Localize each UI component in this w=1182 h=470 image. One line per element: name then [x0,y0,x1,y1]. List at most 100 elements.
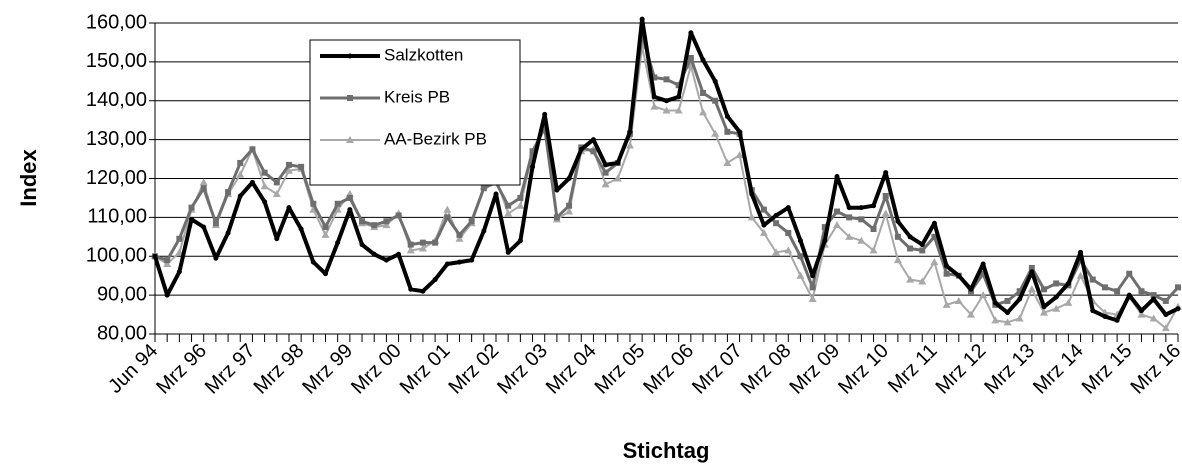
marker [980,270,987,277]
marker [1078,249,1084,255]
x-tick-label: Mrz 16 [1126,340,1182,399]
marker [1003,318,1012,326]
marker [273,179,280,186]
marker [760,206,767,213]
marker [808,295,817,303]
legend-marker [347,95,353,101]
marker [175,248,184,256]
legend-marker [347,53,353,59]
marker [1064,298,1073,306]
marker [566,202,573,209]
marker [347,207,353,213]
marker [944,263,950,269]
marker [1162,297,1169,304]
marker [444,261,450,267]
marker [1004,297,1011,304]
marker [1089,276,1096,283]
y-axis-title: Index [16,149,41,207]
marker [1041,286,1048,293]
marker [284,166,293,174]
marker [650,102,659,110]
marker [662,106,671,114]
x-tick-label: Mrz 97 [201,340,260,399]
marker [516,201,525,209]
marker [481,228,487,234]
marker [603,162,609,168]
y-tick-label: 140,00 [86,89,147,111]
marker [651,94,657,100]
marker [894,233,901,240]
marker [602,169,609,176]
marker [419,239,426,246]
marker [310,259,316,265]
x-tick-label: Mrz 11 [884,340,942,398]
x-tick-label: Mrz 13 [980,340,1039,399]
marker [907,234,913,240]
marker [346,194,353,201]
x-tick-label: Mrz 00 [347,340,406,399]
marker [968,286,974,292]
marker [541,124,548,131]
marker [189,216,195,222]
x-tick-label: Mrz 02 [444,340,503,399]
marker [613,174,622,182]
marker [1126,292,1132,298]
marker [651,74,658,81]
marker [979,291,988,299]
marker [846,214,853,221]
marker [420,288,426,294]
marker [1175,306,1181,312]
marker [881,209,890,217]
marker [1053,294,1059,300]
legend-label: AA-Bezirk PB [384,129,487,148]
marker [566,176,572,181]
marker [480,185,487,192]
marker [1027,285,1036,293]
marker [700,89,707,96]
marker [285,161,292,168]
marker [785,229,792,236]
marker [272,190,281,198]
series-line [154,33,1180,307]
marker [966,310,975,318]
marker [1161,324,1170,332]
marker [298,163,305,170]
marker [335,240,341,246]
marker [504,209,513,217]
marker [1016,288,1023,295]
marker [991,316,1000,324]
marker [213,255,219,261]
marker [919,242,925,248]
marker [578,146,584,152]
marker [225,189,232,196]
marker [664,98,669,104]
marker [822,238,828,244]
marker [870,226,877,233]
x-tick-label: Mrz 96 [152,340,211,399]
marker [529,148,536,155]
marker [530,164,536,170]
marker [674,106,683,114]
marker [249,146,256,153]
x-tick-label: Mrz 07 [688,340,747,399]
marker [906,275,915,283]
marker [930,258,939,266]
marker [261,169,268,176]
x-tick-label: Mrz 99 [298,340,357,399]
marker [895,218,901,224]
x-tick-label: Mrz 08 [737,340,796,399]
marker [590,137,596,143]
legend-label: Kreis PB [384,87,450,106]
marker [554,187,560,193]
marker [176,235,183,242]
marker [371,251,377,257]
y-tick-label: 110,00 [87,206,147,228]
marker [334,200,341,207]
marker [833,221,841,229]
marker [871,203,877,209]
marker [163,260,172,268]
x-tick-label: Mrz 14 [1029,340,1088,399]
marker [1101,284,1108,291]
marker [298,226,304,232]
marker [236,170,245,178]
